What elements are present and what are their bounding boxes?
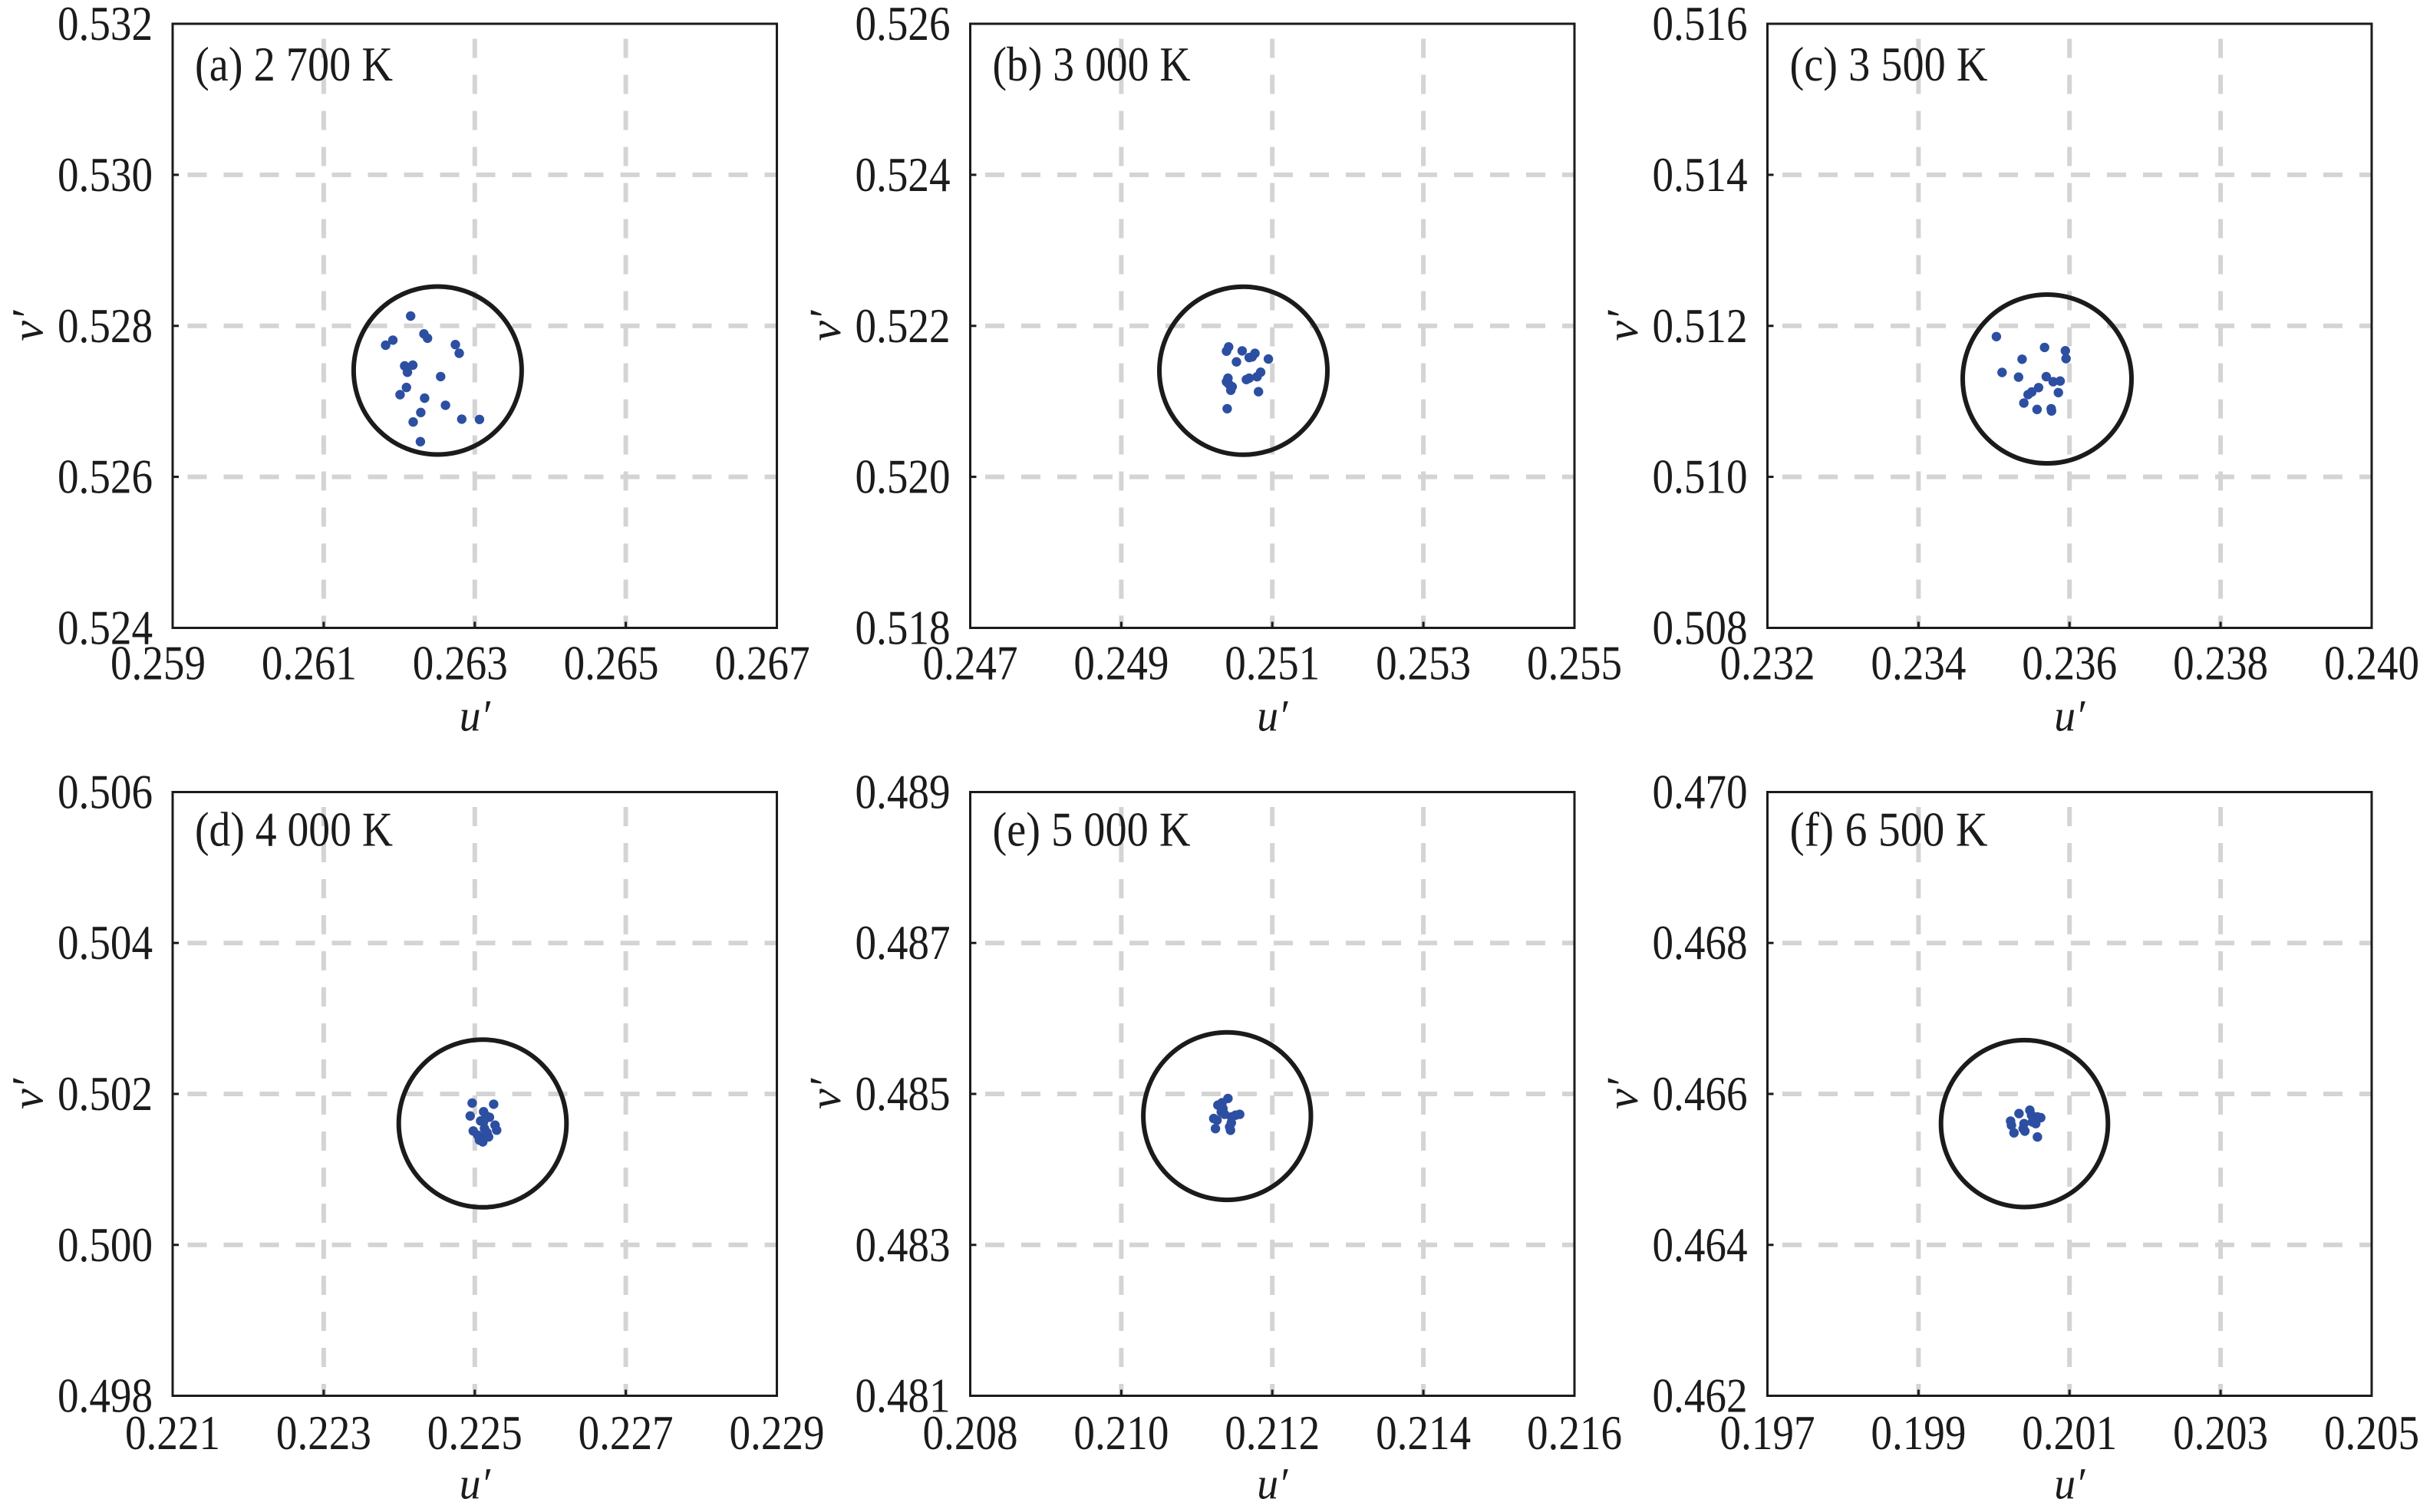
svg-text:0.238: 0.238	[2173, 637, 2268, 690]
svg-text:0.253: 0.253	[1376, 637, 1471, 690]
svg-text:0.216: 0.216	[1527, 1406, 1622, 1460]
svg-text:0.466: 0.466	[1653, 1067, 1748, 1121]
svg-text:0.502: 0.502	[58, 1067, 153, 1121]
svg-text:0.210: 0.210	[1073, 1406, 1169, 1460]
svg-text:0.522: 0.522	[856, 299, 951, 353]
svg-text:0.512: 0.512	[1653, 299, 1748, 353]
svg-text:0.516: 0.516	[1653, 0, 1748, 51]
svg-text:0.464: 0.464	[1653, 1218, 1748, 1272]
svg-text:(a) 2 700 K: (a) 2 700 K	[195, 38, 393, 91]
svg-text:v′: v′	[800, 309, 850, 341]
svg-text:0.528: 0.528	[58, 299, 153, 353]
svg-text:0.227: 0.227	[579, 1406, 674, 1460]
svg-text:0.532: 0.532	[58, 0, 153, 51]
svg-text:v′: v′	[1597, 1078, 1647, 1109]
svg-text:0.514: 0.514	[1653, 148, 1748, 202]
svg-text:0.483: 0.483	[856, 1218, 951, 1272]
svg-text:0.247: 0.247	[923, 637, 1018, 690]
svg-text:0.485: 0.485	[856, 1067, 951, 1121]
svg-text:0.249: 0.249	[1073, 637, 1169, 690]
svg-text:u′: u′	[1257, 691, 1288, 741]
svg-text:v′: v′	[3, 309, 53, 341]
svg-text:(e) 5 000 K: (e) 5 000 K	[993, 803, 1191, 857]
svg-text:0.221: 0.221	[125, 1406, 220, 1460]
svg-text:0.261: 0.261	[262, 637, 357, 690]
svg-text:0.470: 0.470	[1653, 766, 1748, 819]
svg-text:0.197: 0.197	[1720, 1406, 1815, 1460]
svg-text:0.487: 0.487	[856, 916, 951, 970]
svg-text:0.468: 0.468	[1653, 916, 1748, 970]
svg-text:0.524: 0.524	[856, 148, 951, 202]
svg-text:u′: u′	[2054, 1459, 2085, 1509]
svg-text:0.201: 0.201	[2022, 1406, 2117, 1460]
svg-text:0.508: 0.508	[1653, 601, 1748, 655]
svg-text:0.267: 0.267	[715, 637, 810, 690]
svg-text:0.498: 0.498	[58, 1369, 153, 1423]
svg-text:0.506: 0.506	[58, 766, 153, 819]
svg-text:0.236: 0.236	[2022, 637, 2117, 690]
svg-text:0.481: 0.481	[856, 1369, 951, 1423]
svg-text:0.240: 0.240	[2324, 637, 2419, 690]
svg-text:0.265: 0.265	[564, 637, 659, 690]
svg-text:0.526: 0.526	[856, 0, 951, 51]
svg-text:0.259: 0.259	[110, 637, 206, 690]
svg-text:0.208: 0.208	[923, 1406, 1018, 1460]
svg-text:0.234: 0.234	[1871, 637, 1966, 690]
svg-text:v′: v′	[1597, 309, 1647, 341]
svg-text:0.500: 0.500	[58, 1218, 153, 1272]
svg-text:v′: v′	[3, 1078, 53, 1109]
svg-text:0.229: 0.229	[730, 1406, 825, 1460]
svg-text:0.212: 0.212	[1225, 1406, 1320, 1460]
svg-text:0.223: 0.223	[276, 1406, 371, 1460]
svg-text:u′: u′	[460, 1459, 491, 1509]
svg-text:0.530: 0.530	[58, 148, 153, 202]
svg-text:u′: u′	[1257, 1459, 1288, 1509]
svg-text:(b) 3 000 K: (b) 3 000 K	[993, 38, 1191, 91]
svg-text:0.225: 0.225	[427, 1406, 523, 1460]
svg-text:0.520: 0.520	[856, 450, 951, 504]
svg-text:0.203: 0.203	[2173, 1406, 2268, 1460]
svg-text:0.510: 0.510	[1653, 450, 1748, 504]
svg-text:0.518: 0.518	[856, 601, 951, 655]
svg-text:0.524: 0.524	[58, 601, 153, 655]
svg-text:(f) 6 500 K: (f) 6 500 K	[1790, 803, 1988, 857]
svg-text:0.251: 0.251	[1225, 637, 1320, 690]
svg-text:0.205: 0.205	[2324, 1406, 2419, 1460]
svg-text:0.462: 0.462	[1653, 1369, 1748, 1423]
svg-text:0.232: 0.232	[1720, 637, 1815, 690]
svg-text:0.504: 0.504	[58, 916, 153, 970]
svg-text:0.199: 0.199	[1871, 1406, 1966, 1460]
svg-text:(c) 3 500 K: (c) 3 500 K	[1790, 38, 1988, 91]
svg-text:0.214: 0.214	[1376, 1406, 1471, 1460]
svg-text:(d) 4 000 K: (d) 4 000 K	[195, 803, 393, 857]
svg-text:v′: v′	[800, 1078, 850, 1109]
svg-text:0.255: 0.255	[1527, 637, 1622, 690]
svg-text:0.526: 0.526	[58, 450, 153, 504]
svg-text:u′: u′	[460, 691, 491, 741]
svg-text:0.489: 0.489	[856, 766, 951, 819]
svg-text:u′: u′	[2054, 691, 2085, 741]
svg-text:0.263: 0.263	[413, 637, 508, 690]
